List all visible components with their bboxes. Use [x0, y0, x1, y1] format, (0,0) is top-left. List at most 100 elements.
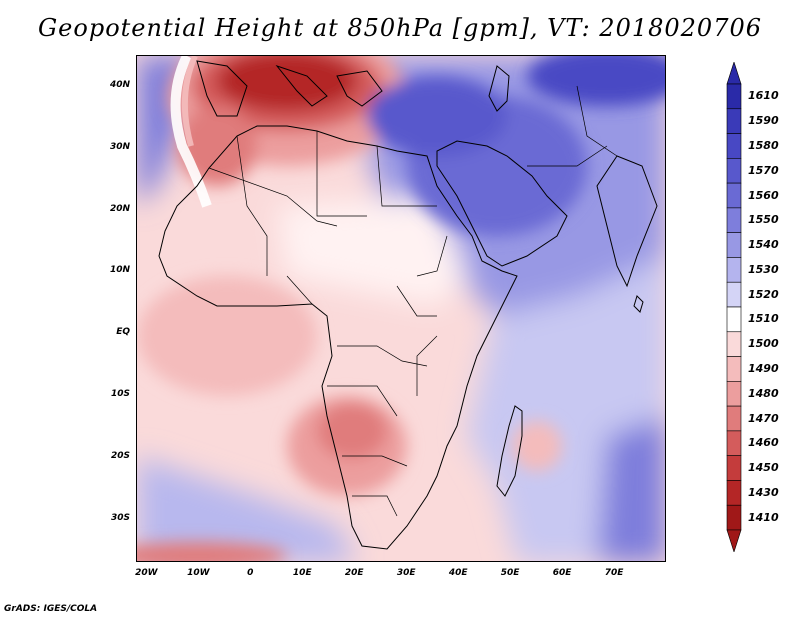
colorbar-level-label: 1610 [748, 89, 779, 103]
map-title: Geopotential Height at 850hPa [gpm], VT:… [38, 14, 762, 42]
india-coastline [596, 155, 658, 288]
region-south-strip [137, 542, 287, 561]
region-south-atlantic [137, 456, 356, 561]
region-madagascar [512, 421, 562, 471]
region-southern-africa-core [317, 403, 387, 459]
colorbar-level-label: 1430 [748, 485, 779, 499]
border-11 [416, 335, 438, 396]
border-3 [316, 131, 367, 217]
lon-tick-label: 0 [247, 568, 254, 578]
border-14 [576, 85, 618, 157]
colorbar-level-label: 1520 [748, 287, 779, 301]
colorbar-level-label: 1450 [748, 461, 779, 475]
border-12 [416, 235, 448, 277]
grads-credit: GrADS: IGES/COLA [4, 604, 98, 614]
lat-tick-label: 30N [109, 141, 130, 152]
lon-tick-label: 20W [135, 568, 158, 578]
contour-white-band [170, 56, 212, 208]
border-6 [337, 345, 428, 367]
field-layer-detail [137, 56, 665, 561]
colorbar-level-label: 1490 [748, 361, 779, 375]
colorbar-level-label: 1590 [748, 114, 779, 128]
colorbar-level-label: 1570 [748, 163, 779, 177]
colorbar-level-label: 1540 [748, 238, 779, 252]
region-morocco-low [177, 106, 257, 186]
border-8 [342, 455, 408, 467]
colorbar-swatch [726, 331, 742, 357]
colorbar-swatch [726, 356, 742, 382]
colorbar-swatch [726, 480, 742, 506]
border-9 [352, 495, 398, 517]
colorbar-level-label: 1480 [748, 386, 779, 400]
lon-tick-label: 10E [292, 568, 312, 578]
map-canvas [137, 56, 665, 561]
border-10 [396, 285, 437, 317]
colorbar-swatch [726, 381, 742, 407]
region-southeast [597, 416, 665, 561]
region-sahel [277, 196, 467, 306]
lon-tick-label: 30E [396, 568, 416, 578]
caspian-coastline [488, 65, 510, 112]
colorbar-swatch [726, 83, 742, 110]
colorbar-level-label: 1510 [748, 312, 779, 326]
border-2 [236, 135, 268, 276]
colorbar-level-label: 1550 [748, 213, 779, 227]
madagascar-coastline [496, 405, 523, 497]
region-central-asia-high [527, 56, 665, 106]
region-med-low-core [217, 56, 357, 111]
lon-tick-label: 50E [500, 568, 520, 578]
colorbar-swatch [726, 430, 742, 456]
colorbar-max-arrow [726, 62, 742, 85]
colorbar-swatch [726, 405, 742, 432]
lat-tick-label: 20N [109, 203, 130, 214]
colorbar [726, 62, 742, 552]
iberia-coastline [196, 60, 248, 117]
lat-tick-label: EQ [116, 327, 130, 338]
contour-pink-band [181, 56, 198, 147]
colorbar-swatch [726, 232, 742, 258]
arabia-coastline [436, 140, 568, 267]
map-panel [136, 55, 666, 562]
border-7 [327, 385, 398, 417]
coastlines [158, 60, 658, 550]
colorbar-min-arrow [726, 529, 742, 552]
border-5 [286, 275, 313, 305]
colorbar-swatch [726, 158, 742, 184]
lat-tick-label: 30S [110, 512, 130, 523]
lon-tick-label: 70E [604, 568, 624, 578]
border-4 [376, 145, 437, 207]
colorbar-level-label: 1500 [748, 337, 779, 351]
greece-coastline [336, 70, 383, 107]
colorbar-level-label: 1410 [748, 510, 779, 524]
colorbar-level-label: 1530 [748, 262, 779, 276]
lon-tick-label: 60E [552, 568, 572, 578]
italy-coastline [275, 64, 328, 107]
colorbar-swatch [726, 281, 742, 308]
border-13 [527, 145, 608, 167]
region-gulf-guinea [137, 276, 317, 396]
region-levant-high [367, 76, 507, 156]
colorbar-swatch [726, 207, 742, 233]
lat-tick-label: 10S [110, 389, 130, 400]
colorbar-level-label: 1470 [748, 411, 779, 425]
lat-tick-label: 10N [109, 265, 130, 276]
colorbar-swatch [726, 257, 742, 283]
srilanka-coastline [633, 295, 644, 313]
country-borders [208, 85, 618, 517]
lat-tick-label: 20S [110, 450, 130, 461]
colorbar-level-label: 1560 [748, 188, 779, 202]
lat-tick-label: 40N [109, 79, 130, 90]
lon-tick-label: 20E [344, 568, 364, 578]
colorbar-swatch [726, 182, 742, 209]
lon-tick-label: 40E [448, 568, 468, 578]
colorbar-swatch [726, 108, 742, 134]
colorbar-level-label: 1580 [748, 138, 779, 152]
africa-coastline [158, 125, 518, 550]
border-1 [208, 167, 338, 227]
colorbar-swatch [726, 133, 742, 159]
colorbar-swatch [726, 455, 742, 481]
colorbar-level-label: 1460 [748, 436, 779, 450]
colorbar-swatch [726, 306, 742, 333]
colorbar-swatch [726, 504, 742, 531]
lon-tick-label: 10W [187, 568, 210, 578]
